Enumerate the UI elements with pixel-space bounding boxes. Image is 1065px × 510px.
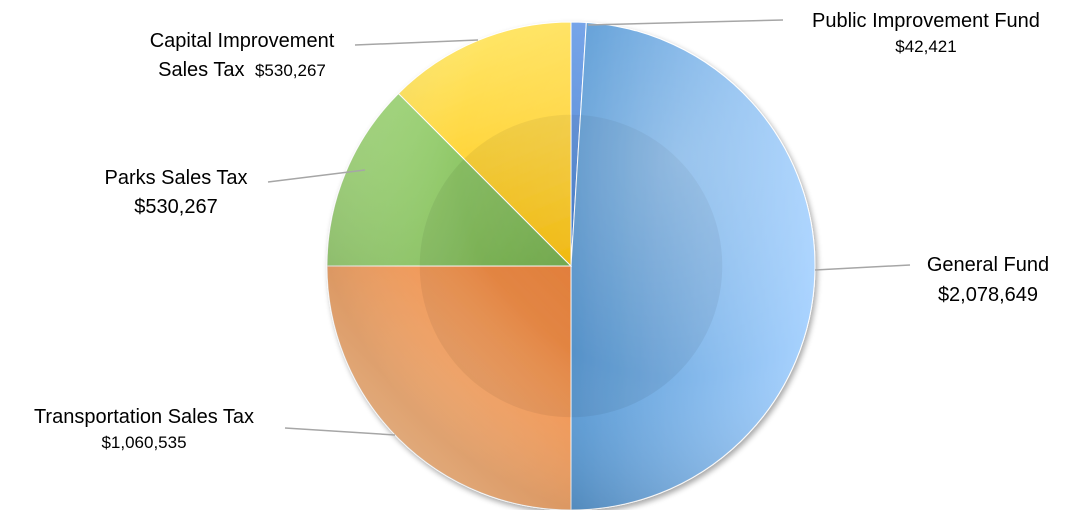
label-name: Parks Sales Tax — [104, 167, 247, 189]
label-name: Capital Improvement — [150, 30, 335, 52]
label-name: Public Improvement Fund — [812, 10, 1040, 32]
leader-line-public-improvement — [587, 19, 784, 26]
label-value-line: Sales Tax $530,267 — [158, 59, 326, 81]
leader-line-general-fund — [814, 264, 911, 271]
label-name: Transportation Sales Tax — [34, 406, 254, 428]
label-value: $42,421 — [895, 37, 956, 56]
label-value: $530,267 — [255, 61, 326, 80]
label-value: $530,267 — [134, 196, 217, 218]
slice-label-general-fund: General Fund $2,078,649 — [927, 254, 1049, 306]
leader-lines — [267, 19, 911, 436]
slice-label-public-improvement: Public Improvement Fund $42,421 — [812, 10, 1040, 56]
label-value: $2,078,649 — [938, 284, 1038, 306]
leader-line-transportation — [284, 427, 396, 436]
slice-label-parks: Parks Sales Tax $530,267 — [104, 167, 247, 218]
leader-line-parks — [267, 169, 366, 183]
label-value: $1,060,535 — [101, 433, 186, 452]
label-name: General Fund — [927, 254, 1049, 276]
slice-label-transportation: Transportation Sales Tax $1,060,535 — [34, 406, 254, 452]
slice-label-capital-improvement: Capital Improvement Sales Tax $530,267 — [150, 30, 335, 81]
pie-slices — [326, 21, 816, 510]
label-name-line2: Sales Tax — [158, 59, 244, 81]
leader-line-capital-improvement — [354, 39, 479, 46]
